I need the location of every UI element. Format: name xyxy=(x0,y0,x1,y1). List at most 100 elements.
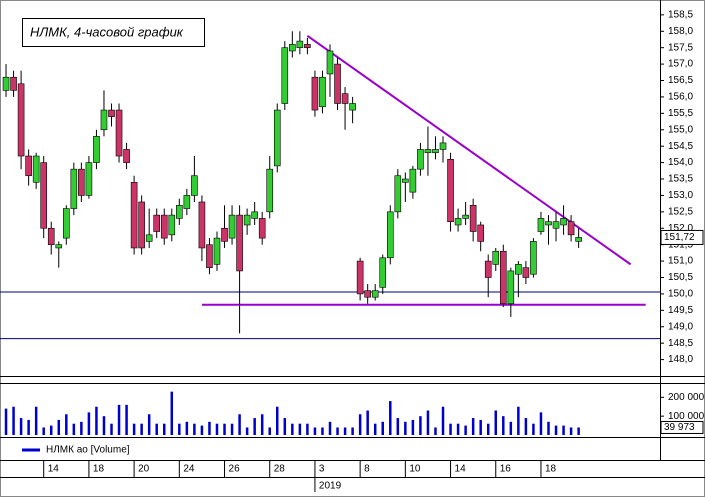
candle-body xyxy=(349,103,356,111)
candle-body xyxy=(379,257,387,288)
candle-body xyxy=(296,40,304,48)
x-tick-label: 14 xyxy=(455,464,467,475)
y-tick-label: 154,5 xyxy=(668,141,693,152)
candle-body xyxy=(123,149,130,163)
candle-body xyxy=(266,168,274,213)
candle-body xyxy=(160,214,168,239)
candle-body xyxy=(356,260,364,295)
chart-title: НЛМК, 4-часовой график xyxy=(30,24,184,39)
candle-body xyxy=(462,214,469,219)
x-tick-label: 20 xyxy=(138,464,150,475)
candle-body xyxy=(522,267,530,278)
candle-body xyxy=(560,218,567,226)
candle-body xyxy=(469,204,477,232)
candle-body xyxy=(507,270,515,305)
y-tick-label: 152,0 xyxy=(668,223,693,234)
x-tick-label: 18 xyxy=(545,464,557,475)
candle-body xyxy=(32,155,40,183)
y-tick-label: 150,0 xyxy=(668,289,693,300)
candle-body xyxy=(138,201,145,249)
candle-body xyxy=(55,244,63,249)
candle-body xyxy=(417,149,424,170)
candle-body xyxy=(402,178,409,183)
candle-body xyxy=(552,221,560,229)
y-tick-label: 157,5 xyxy=(668,42,693,53)
candle-body xyxy=(477,224,484,242)
x-tick-label: 16 xyxy=(500,464,512,475)
candle-body xyxy=(545,221,552,226)
candle-body xyxy=(183,195,191,209)
candle-body xyxy=(228,214,236,239)
x-tick-label: 10 xyxy=(409,464,421,475)
y-tick-label: 155,0 xyxy=(668,124,693,135)
legend-label: НЛМК ао [Volume] xyxy=(46,445,130,456)
last-price-label: 151,72 xyxy=(664,232,695,243)
candle-body xyxy=(371,290,379,298)
candle-body xyxy=(213,237,221,265)
candle-body xyxy=(258,218,266,239)
candle-body xyxy=(281,47,289,104)
candle-body xyxy=(176,204,183,219)
x-tick-label: 14 xyxy=(48,464,60,475)
y-tick-label: 100 000 xyxy=(668,411,705,422)
y-tick-label: 150,5 xyxy=(668,272,693,283)
candle-body xyxy=(100,109,108,131)
candle-body xyxy=(492,250,500,265)
candle-body xyxy=(447,159,454,222)
candle-body xyxy=(439,142,447,150)
candle-body xyxy=(85,162,93,196)
candle-body xyxy=(251,211,258,219)
candle-body xyxy=(537,218,545,232)
candle-body xyxy=(319,76,326,108)
candle-body xyxy=(221,227,228,242)
y-tick-label: 153,5 xyxy=(668,174,693,185)
candle-body xyxy=(2,76,10,91)
candle-body xyxy=(567,221,575,236)
candle-body xyxy=(424,149,432,154)
y-tick-label: 154,0 xyxy=(668,157,693,168)
candle-body xyxy=(484,260,492,278)
candle-body xyxy=(78,168,85,196)
candle-body xyxy=(575,237,582,242)
candle-body xyxy=(168,214,176,236)
candle-body xyxy=(153,214,161,232)
candle-body xyxy=(206,244,213,268)
y-tick-label: 152,5 xyxy=(668,206,693,217)
x-tick-label: 28 xyxy=(274,464,286,475)
title-box xyxy=(22,18,205,47)
y-tick-label: 158,5 xyxy=(668,9,693,20)
candle-body xyxy=(63,208,70,239)
candle-body xyxy=(145,234,153,242)
candle-body xyxy=(304,44,311,48)
candle-body xyxy=(47,227,55,245)
candle-body xyxy=(108,109,115,117)
y-tick-label: 158,0 xyxy=(668,26,693,37)
candle-body xyxy=(432,149,439,154)
year-label: 2019 xyxy=(319,481,342,492)
candle-body xyxy=(334,63,341,104)
x-tick-label: 18 xyxy=(93,464,105,475)
candle-body xyxy=(364,290,371,298)
x-tick-label: 26 xyxy=(229,464,241,475)
candle-body xyxy=(289,44,296,52)
candle-body xyxy=(10,76,17,91)
last-volume-box xyxy=(660,420,704,434)
candle-body xyxy=(40,162,47,229)
last-price-box xyxy=(660,229,704,245)
candle-body xyxy=(499,250,507,305)
candle-body xyxy=(530,241,537,275)
candle-body xyxy=(70,168,78,209)
candle-body xyxy=(311,76,319,111)
candle-body xyxy=(454,218,462,226)
candle-body xyxy=(115,109,123,157)
y-tick-label: 157,0 xyxy=(668,59,693,70)
candle-body xyxy=(93,136,100,163)
y-tick-label: 149,0 xyxy=(668,321,693,332)
y-tick-label: 148,0 xyxy=(668,354,693,365)
candle-body xyxy=(191,175,198,196)
x-tick-label: 24 xyxy=(183,464,195,475)
y-tick-label: 151,0 xyxy=(668,256,693,267)
candle-body xyxy=(130,181,138,249)
